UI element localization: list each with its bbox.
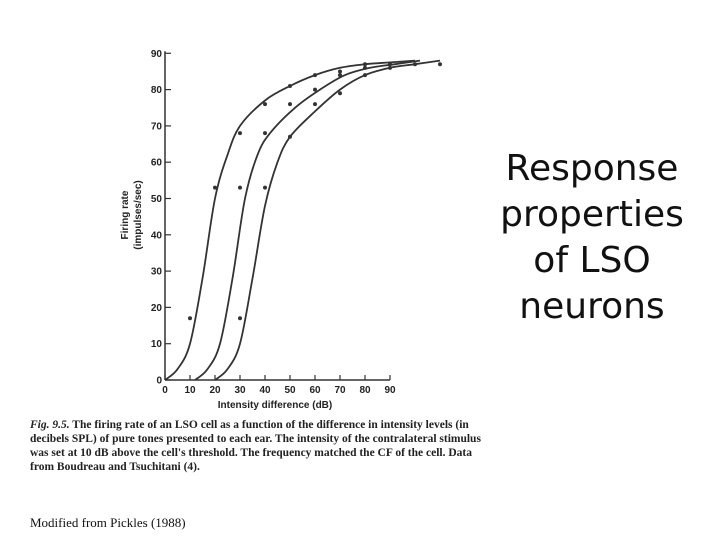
y-tick-label: 40 bbox=[151, 230, 163, 241]
series-1-point bbox=[263, 102, 267, 107]
series-3-point bbox=[263, 185, 267, 190]
source-credit: Modified from Pickles (1988) bbox=[30, 515, 186, 530]
series-1-line bbox=[164, 59, 416, 381]
y-tick-label: 50 bbox=[151, 194, 163, 205]
x-axis-label: Intensity difference (dB) bbox=[218, 400, 332, 411]
x-tick-label: 70 bbox=[334, 385, 346, 396]
series-3-point bbox=[438, 62, 442, 67]
y-tick-label: 80 bbox=[151, 85, 163, 96]
y-axis-label-line2: (impulses/sec) bbox=[133, 180, 144, 249]
x-tick-label: 40 bbox=[259, 385, 271, 396]
series-2-point bbox=[388, 62, 392, 67]
y-axis-label-line1: Firing rate bbox=[120, 190, 131, 239]
x-tick-label: 60 bbox=[309, 385, 321, 396]
series-2-point bbox=[313, 87, 317, 92]
series-2-point bbox=[338, 73, 342, 78]
y-tick-label: 30 bbox=[151, 267, 163, 278]
x-tick-label: 20 bbox=[209, 385, 221, 396]
series-3-point bbox=[288, 134, 292, 139]
chart-axes: 0 10 20 30 40 50 60 70 80 90 0 10 20 30 40 50 60 70 80 90 bbox=[151, 49, 396, 396]
x-tick-label: 50 bbox=[284, 385, 296, 396]
series-3-point bbox=[413, 62, 417, 67]
x-tick-label: 80 bbox=[359, 385, 371, 396]
chart-series bbox=[164, 59, 442, 381]
series-2-point bbox=[263, 131, 267, 136]
slide-title: Response properties of LSO neurons bbox=[500, 148, 684, 327]
x-tick-label: 0 bbox=[162, 385, 168, 396]
series-1-point bbox=[288, 83, 292, 88]
caption-label: Fig. 9.5. bbox=[30, 419, 70, 431]
y-tick-label: 0 bbox=[156, 376, 162, 387]
y-tick-label: 20 bbox=[151, 303, 163, 314]
caption-text: The firing rate of an LSO cell as a func… bbox=[30, 419, 481, 473]
series-2-line bbox=[194, 59, 421, 381]
series-3-point bbox=[388, 65, 392, 70]
y-tick-label: 60 bbox=[151, 158, 163, 169]
series-2-point bbox=[288, 102, 292, 107]
x-tick-label: 10 bbox=[184, 385, 196, 396]
series-3-point bbox=[313, 102, 317, 107]
series-1-point bbox=[188, 316, 192, 321]
series-3-point bbox=[238, 316, 242, 321]
series-3-line bbox=[214, 59, 441, 381]
y-tick-label: 90 bbox=[151, 49, 163, 60]
series-2-point bbox=[363, 65, 367, 70]
figure-caption: Fig. 9.5. The firing rate of an LSO cell… bbox=[30, 418, 485, 474]
y-tick-label: 10 bbox=[151, 339, 163, 350]
y-tick-label: 70 bbox=[151, 121, 163, 132]
series-1-point bbox=[338, 69, 342, 74]
series-1-point bbox=[213, 185, 217, 190]
x-tick-label: 30 bbox=[234, 385, 246, 396]
series-1-point bbox=[238, 131, 242, 136]
series-3-point bbox=[363, 73, 367, 78]
series-3-point bbox=[338, 91, 342, 96]
x-tick-label: 90 bbox=[384, 385, 396, 396]
series-1-point bbox=[363, 62, 367, 67]
series-2-point bbox=[238, 185, 242, 190]
series-1-point bbox=[313, 73, 317, 78]
